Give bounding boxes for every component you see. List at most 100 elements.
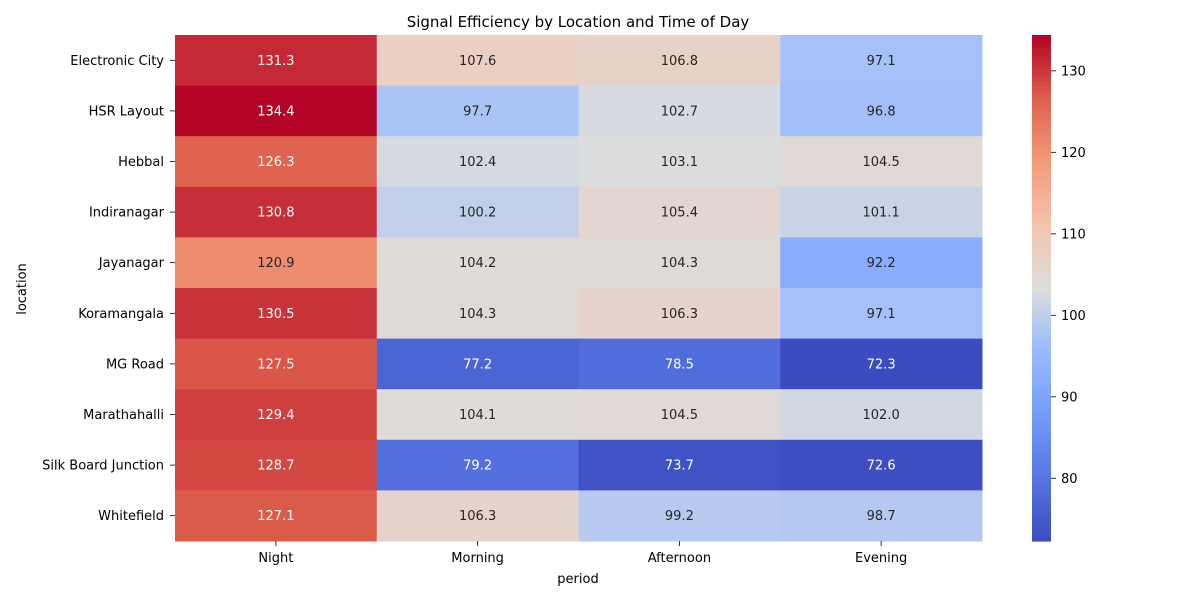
colorbar-segment — [1032, 258, 1051, 264]
y-tick-label: Electronic City — [70, 54, 164, 69]
colorbar-segment — [1032, 376, 1051, 382]
colorbar-tick-label: 110 — [1061, 227, 1086, 242]
heatmap-cell — [376, 136, 579, 188]
heatmap-cell — [376, 85, 579, 137]
colorbar-segment — [1032, 439, 1051, 445]
heatmap-cell — [578, 85, 781, 137]
y-tick-label: Silk Board Junction — [42, 459, 164, 474]
cell-value-label: 104.1 — [459, 408, 496, 423]
colorbar-segment — [1032, 224, 1051, 230]
cell-value-label: 106.8 — [661, 54, 698, 69]
colorbar-segment — [1032, 127, 1051, 133]
cell-value-label: 128.7 — [257, 459, 294, 474]
colorbar-segment — [1032, 131, 1051, 137]
x-tick-label: Evening — [855, 551, 907, 566]
colorbar-segment — [1032, 481, 1051, 487]
colorbar-segment — [1032, 56, 1051, 61]
heatmap-cell — [175, 439, 378, 491]
cell-value-label: 96.8 — [867, 104, 896, 119]
colorbar-segment — [1032, 486, 1051, 491]
heatmap-cell — [578, 35, 781, 87]
heatmap-cell — [175, 288, 378, 340]
colorbar-segment — [1032, 233, 1051, 238]
colorbar-segment — [1032, 271, 1051, 276]
heatmap-cell — [376, 237, 579, 289]
cell-value-label: 104.2 — [459, 256, 496, 271]
heatmap-cell — [376, 35, 579, 87]
cell-value-label: 97.7 — [463, 104, 492, 119]
colorbar-segment — [1032, 39, 1051, 45]
colorbar-segment — [1032, 511, 1051, 517]
colorbar-segment — [1032, 216, 1051, 222]
heatmap-cell — [175, 338, 378, 390]
colorbar-segment — [1032, 102, 1051, 108]
colorbar-segment — [1032, 60, 1051, 66]
colorbar-segment — [1032, 313, 1051, 319]
y-tick-label: Hebbal — [118, 155, 164, 170]
x-axis-label: period — [557, 572, 598, 587]
colorbar-segment — [1032, 519, 1051, 525]
colorbar-segment — [1032, 347, 1051, 352]
colorbar-tick-label: 80 — [1061, 472, 1078, 487]
colorbar-segment — [1032, 507, 1051, 513]
heatmap-cell — [578, 237, 781, 289]
colorbar-segment — [1032, 186, 1051, 192]
colorbar-segment — [1032, 351, 1051, 357]
cell-value-label: 130.5 — [257, 307, 294, 322]
cell-value-label: 104.5 — [661, 408, 698, 423]
cell-value-label: 120.9 — [257, 256, 294, 271]
heatmap-cell-labels: 131.3 107.6 106.8 97.1 134.4 97.7 102.7 96.8 126… — [257, 54, 899, 524]
colorbar-segment — [1032, 384, 1051, 390]
heatmap-cell — [780, 490, 983, 542]
cell-value-label: 127.1 — [257, 509, 294, 524]
colorbar-segment — [1032, 536, 1051, 542]
x-tick-labels: Night Morning Afternoon Evening — [258, 541, 907, 566]
heatmap-cell — [578, 338, 781, 390]
colorbar-segment — [1032, 250, 1051, 255]
colorbar-segment — [1032, 241, 1051, 247]
colorbar-segment — [1032, 427, 1051, 432]
colorbar-segment — [1032, 64, 1051, 70]
x-tick-label: Afternoon — [648, 551, 711, 566]
colorbar-segment — [1032, 338, 1051, 344]
colorbar-segment — [1032, 165, 1051, 171]
colorbar-segment — [1032, 106, 1051, 112]
cell-value-label: 106.3 — [459, 509, 496, 524]
colorbar-segment — [1032, 422, 1051, 428]
colorbar-segment — [1032, 325, 1051, 331]
colorbar-segment — [1032, 254, 1051, 260]
heatmap-cell — [175, 490, 378, 542]
cell-value-label: 97.1 — [867, 54, 896, 69]
colorbar-segment — [1032, 85, 1051, 91]
colorbar-segment — [1032, 68, 1051, 74]
cell-value-label: 73.7 — [665, 459, 694, 474]
cell-value-label: 104.3 — [459, 307, 496, 322]
cell-value-label: 104.3 — [661, 256, 698, 271]
colorbar-segment — [1032, 490, 1051, 496]
colorbar-segment — [1032, 309, 1051, 314]
colorbar-segment — [1032, 94, 1051, 99]
colorbar-segment — [1032, 77, 1051, 82]
colorbar-segment — [1032, 262, 1051, 268]
colorbar-segment — [1032, 401, 1051, 407]
colorbar-tick-label: 120 — [1061, 146, 1086, 161]
colorbar-segment — [1032, 465, 1051, 470]
colorbar-segment — [1032, 473, 1051, 479]
cell-value-label: 72.6 — [867, 459, 896, 474]
heatmap-cell — [780, 186, 983, 238]
heatmap-cell — [376, 490, 579, 542]
colorbar-segment — [1032, 363, 1051, 369]
cell-value-label: 72.3 — [867, 357, 896, 372]
cell-value-label: 107.6 — [459, 54, 496, 69]
chart-title: Signal Efficiency by Location and Time o… — [407, 13, 750, 31]
y-axis-label: location — [15, 263, 30, 315]
colorbar-tick-label: 130 — [1061, 64, 1086, 79]
colorbar-segment — [1032, 380, 1051, 386]
cell-value-label: 106.3 — [661, 307, 698, 322]
colorbar-segment — [1032, 43, 1051, 49]
colorbar-segment — [1032, 414, 1051, 420]
colorbar-segment — [1032, 410, 1051, 416]
x-tick-label: Night — [258, 551, 293, 566]
heatmap-cells — [175, 35, 983, 542]
